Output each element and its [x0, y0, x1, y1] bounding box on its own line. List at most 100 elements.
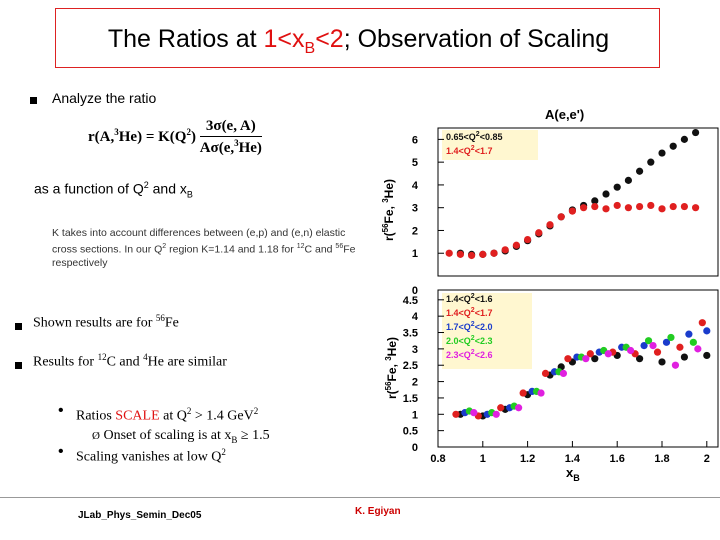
legend-entry: 0.65<Q2<0.85 [446, 131, 502, 142]
xtick-label: 0.8 [430, 453, 445, 465]
formula-fraction: 3σ(e, A) Aσ(e,3He) [199, 118, 262, 156]
data-point [535, 229, 543, 237]
ytick-label: 0 [412, 285, 418, 297]
data-point [636, 355, 644, 363]
ratio-formula: r(A,3He) = K(Q2) 3σ(e, A) Aσ(e,3He) [88, 118, 262, 156]
xtick-label: 1.6 [610, 453, 625, 465]
title-box: The Ratios at 1<xB<2; Observation of Sca… [55, 8, 660, 68]
intro-text: Analyze the ratio [52, 90, 157, 106]
data-point [613, 201, 621, 210]
data-point [515, 404, 523, 412]
data-point [647, 201, 655, 210]
arrow-bullet-icon: Ø [92, 430, 100, 442]
ytick-label: 2.5 [403, 360, 418, 372]
data-point [497, 404, 505, 412]
data-point [658, 358, 666, 366]
data-point [644, 337, 653, 345]
data-point [671, 361, 680, 369]
chart-top-title: A(e,e') [545, 107, 584, 122]
data-point [680, 135, 689, 143]
dot-bullet-icon: • [58, 402, 64, 419]
intro-bullet [30, 91, 37, 109]
slide-title: The Ratios at 1<xB<2; Observation of Sca… [107, 25, 610, 57]
data-point [537, 389, 545, 397]
ytick-label: 1.5 [403, 393, 418, 405]
xtick-label: 1 [480, 453, 486, 465]
bullet-2-marker [15, 356, 22, 374]
title-range: 1<xB<2 [263, 25, 344, 57]
scale-text: Ratios SCALE at Q2 > 1.4 GeV2 [76, 406, 259, 424]
data-point [653, 348, 662, 356]
data-point [512, 241, 521, 249]
data-point [524, 235, 532, 244]
k-factor-note: K takes into account differences between… [52, 227, 356, 269]
data-point [591, 197, 599, 205]
data-point [694, 345, 702, 353]
data-point [591, 202, 599, 211]
data-point [559, 369, 568, 378]
onset-text: Ø Onset of scaling is at xB ≥ 1.5 [92, 428, 270, 445]
data-point [680, 353, 689, 361]
data-point [689, 338, 697, 346]
legend-entry: 1.4<Q2<1.7 [446, 145, 492, 156]
data-point [479, 250, 487, 258]
data-point [658, 205, 666, 213]
data-point [456, 250, 464, 258]
data-point [624, 176, 633, 184]
data-point [649, 342, 657, 350]
data-point [541, 369, 550, 378]
legend-entry: 2.0<Q2<2.3 [446, 335, 492, 346]
data-point [557, 213, 565, 221]
data-point [591, 355, 599, 363]
function-of-text: as a function of Q2 and xB [34, 180, 193, 200]
data-point [667, 333, 675, 342]
data-point [685, 330, 693, 338]
chart-bottom-xlabel: xB [566, 465, 580, 483]
chart-bottom: 00.511.522.533.544.50 0.8 1 1.2 1.4 1.6 1.8 2 … [384, 285, 719, 483]
bullet-2-text: Results for 12C and 4He are similar [33, 352, 227, 370]
ytick-label: 3.5 [403, 328, 418, 340]
ytick-label: 2 [412, 377, 418, 389]
chart-bottom-ylabel: r(56Fe, 3He) [384, 337, 399, 399]
data-point [445, 249, 453, 257]
data-point [490, 249, 498, 257]
xtick-label: 1.2 [520, 453, 535, 465]
data-point [519, 389, 527, 397]
data-point [662, 338, 671, 346]
ytick-label: 0.5 [403, 426, 418, 438]
data-point [568, 207, 577, 215]
xtick-label: 1.8 [654, 453, 669, 465]
chart-bottom-frame [437, 289, 719, 448]
data-point [636, 167, 644, 175]
legend-entry: 1.4<Q2<1.6 [446, 293, 492, 304]
data-point [676, 343, 684, 351]
chart-top-ylabel: r(56Fe, 3He) [381, 179, 396, 241]
data-point [703, 327, 711, 335]
data-point [501, 246, 509, 254]
bullet-1-text: Shown results are for 56Fe [33, 313, 179, 331]
ytick-label: 3 [412, 203, 418, 215]
data-point [669, 202, 677, 211]
ytick-label: 1 [412, 248, 418, 260]
data-point [452, 410, 460, 418]
data-point [604, 350, 612, 358]
data-point [546, 221, 554, 229]
chart-top-frame [437, 127, 719, 277]
chart-top: A(e,e') 1 2 3 4 5 6 0.65<Q2<0.85 1.4<Q2<1.7 r(… [381, 107, 719, 277]
data-point [580, 204, 588, 212]
data-point [647, 158, 655, 166]
data-point [692, 128, 700, 137]
data-point [468, 251, 476, 260]
xtick-label: 1.4 [565, 453, 581, 465]
legend-entry: 2.3<Q2<2.6 [446, 349, 492, 360]
vanish-text: Scaling vanishes at low Q2 [76, 447, 226, 465]
data-point [636, 202, 644, 211]
data-point [703, 351, 711, 360]
footer-left: JLab_Phys_Semin_Dec05 [78, 510, 202, 521]
square-bullet-icon [15, 362, 22, 369]
data-point [492, 410, 500, 418]
data-point [582, 355, 590, 363]
data-point [564, 355, 572, 363]
ytick-label: 5 [412, 157, 418, 169]
